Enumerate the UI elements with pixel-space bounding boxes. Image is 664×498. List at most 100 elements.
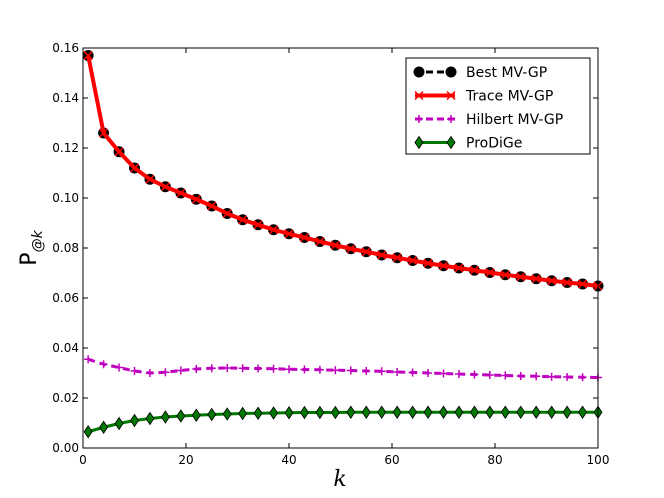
legend-label: Best MV-GP bbox=[466, 65, 547, 81]
data-point bbox=[563, 373, 572, 381]
y-tick-label: 0.14 bbox=[52, 91, 79, 105]
x-tick-label: 40 bbox=[281, 453, 296, 467]
legend-marker bbox=[413, 66, 425, 78]
data-point bbox=[330, 405, 340, 420]
x-tick-label: 20 bbox=[178, 453, 193, 467]
legend-marker bbox=[446, 135, 456, 150]
data-point bbox=[269, 364, 278, 373]
data-point bbox=[192, 365, 201, 373]
data-point bbox=[315, 365, 324, 374]
data-point bbox=[284, 406, 294, 420]
legend-marker bbox=[414, 135, 424, 150]
legend-marker bbox=[415, 115, 423, 123]
data-point bbox=[207, 407, 217, 422]
series-hilbert-mv-gp bbox=[84, 355, 602, 382]
data-point bbox=[299, 405, 309, 420]
data-point bbox=[470, 370, 479, 379]
data-point bbox=[501, 371, 510, 380]
x-axis-label: k bbox=[333, 467, 346, 492]
data-point bbox=[83, 425, 93, 439]
legend-item: Hilbert MV-GP bbox=[415, 112, 563, 128]
legend-item: Trace MV-GP bbox=[414, 89, 553, 105]
legend-marker bbox=[447, 115, 455, 123]
legend-marker bbox=[414, 90, 424, 101]
y-tick-label: 0.12 bbox=[52, 141, 79, 155]
y-tick-label: 0.04 bbox=[52, 341, 79, 355]
data-point bbox=[424, 369, 433, 377]
x-tick-label: 100 bbox=[587, 453, 610, 467]
data-point bbox=[439, 369, 448, 378]
data-point bbox=[269, 406, 279, 420]
y-tick-label: 0.02 bbox=[52, 391, 79, 405]
data-point bbox=[439, 405, 448, 419]
data-point bbox=[454, 405, 464, 419]
legend-box bbox=[405, 57, 591, 155]
data-point bbox=[469, 405, 479, 419]
y-axis-label: P@k bbox=[17, 229, 46, 265]
y-tick-label: 0.16 bbox=[52, 41, 79, 55]
data-point bbox=[408, 368, 417, 377]
plot-area-frame bbox=[82, 47, 599, 449]
data-point bbox=[145, 411, 155, 426]
data-point bbox=[578, 373, 587, 382]
data-point bbox=[516, 405, 526, 419]
data-point bbox=[346, 366, 355, 375]
data-point bbox=[222, 407, 232, 421]
data-point bbox=[393, 368, 402, 376]
data-point bbox=[454, 370, 463, 378]
legend-marker-stroke bbox=[414, 90, 424, 101]
data-point bbox=[423, 405, 433, 419]
data-point bbox=[408, 405, 418, 419]
data-point bbox=[223, 364, 232, 372]
legend-marker-stroke bbox=[446, 90, 456, 101]
x-tick-label: 60 bbox=[384, 453, 399, 467]
series-line bbox=[86, 55, 599, 288]
y-tick-label: 0.10 bbox=[52, 191, 79, 205]
x-tick-label: 80 bbox=[487, 453, 502, 467]
data-point bbox=[176, 366, 185, 375]
data-point bbox=[362, 367, 371, 375]
legend-marker bbox=[446, 90, 456, 101]
legend-label: Hilbert MV-GP bbox=[466, 112, 563, 128]
data-point bbox=[361, 405, 371, 419]
y-axis-label-subscript: @k bbox=[30, 229, 46, 252]
data-point bbox=[130, 367, 139, 375]
series-trace-overlay bbox=[86, 55, 599, 288]
y-tick-label: 0.06 bbox=[52, 291, 79, 305]
data-point bbox=[254, 364, 263, 373]
data-point bbox=[547, 405, 557, 419]
legend-marker bbox=[445, 66, 457, 78]
data-point bbox=[578, 405, 588, 419]
data-point bbox=[145, 369, 154, 377]
series-line bbox=[87, 357, 599, 379]
data-point bbox=[500, 405, 510, 419]
legend-label: ProDiGe bbox=[466, 136, 522, 152]
data-point bbox=[176, 409, 186, 423]
data-point bbox=[532, 372, 541, 381]
data-point bbox=[161, 368, 170, 377]
legend: Best MV-GP Trace MV-GP Hilbert MV-GP ProDiG… bbox=[405, 57, 591, 155]
data-point bbox=[99, 360, 108, 369]
data-point bbox=[130, 413, 139, 428]
data-point bbox=[285, 365, 293, 374]
series-line bbox=[87, 410, 598, 434]
data-point bbox=[99, 420, 109, 434]
data-point bbox=[84, 355, 93, 364]
y-tick-label: 0.08 bbox=[52, 241, 79, 255]
x-tick-label: 0 bbox=[79, 453, 87, 467]
data-point bbox=[191, 408, 201, 422]
data-point bbox=[485, 405, 495, 419]
data-point bbox=[377, 405, 387, 419]
data-point bbox=[562, 405, 572, 419]
data-point bbox=[238, 406, 248, 421]
data-point bbox=[160, 410, 170, 424]
data-point bbox=[114, 416, 124, 431]
series-prodige bbox=[83, 405, 603, 439]
data-point bbox=[346, 405, 356, 419]
data-point bbox=[331, 366, 340, 375]
data-point bbox=[377, 367, 386, 376]
data-point bbox=[207, 364, 216, 373]
legend-item: Best MV-GP bbox=[413, 65, 547, 81]
y-tick-label: 0.00 bbox=[52, 441, 79, 455]
